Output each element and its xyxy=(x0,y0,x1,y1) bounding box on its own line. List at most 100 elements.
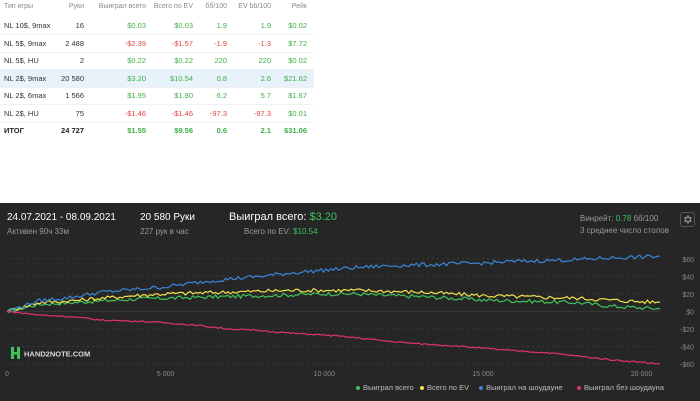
ev-value: $10.54 xyxy=(293,227,318,236)
table-cell-ev: $0.22 xyxy=(174,56,193,65)
graph-panel: 24.07.2021 - 08.09.2021 Активен 90ч 33м … xyxy=(0,203,700,401)
table-row[interactable]: NL 2$, HU 75 -$1.46 -$1.46 -97.3 -97.3 $0.01 xyxy=(0,105,314,122)
table-cell-rake: $0.02 xyxy=(288,21,307,30)
winrate-unit: бб/100 xyxy=(633,214,659,223)
table-row[interactable]: NL 10$, 9max 16 $0.03 $0.03 1.9 1.9 $0.02 xyxy=(0,17,314,34)
table-cell-won: -$1.46 xyxy=(124,108,146,118)
legend-total[interactable]: Выиграл всего xyxy=(356,383,414,392)
y-tick-label: -$40 xyxy=(680,344,694,351)
legend-showdown-label: Выиграл на шоудауне xyxy=(486,383,563,392)
table-cell-evbb: -97.3 xyxy=(253,108,271,118)
legend-ev[interactable]: Всего по EV xyxy=(420,383,469,392)
winrate: Винрейт: 0.78 бб/100 xyxy=(580,214,658,223)
x-tick-label: 20 000 xyxy=(631,371,653,378)
table-cell-won: $3.20 xyxy=(127,73,146,83)
column-header[interactable]: Тип игры xyxy=(4,3,34,10)
table-row[interactable]: NL 5$, 9max 2 488 -$2.39 -$1.57 -1.9 -1.3 $7.7… xyxy=(0,35,314,52)
table-cell-hands: 20 580 xyxy=(61,73,84,83)
table-cell-bb100: -1.9 xyxy=(214,38,227,48)
series-line-0 xyxy=(6,291,661,313)
total-cell-hands: 24 727 xyxy=(61,126,84,135)
column-header[interactable]: Рейк xyxy=(291,3,307,10)
table-cell-rake: $0.01 xyxy=(288,108,307,118)
y-tick-label: -$60 xyxy=(680,362,694,369)
avg-tables: 3 среднее число столов xyxy=(580,226,669,235)
table-cell-evbb: 5.7 xyxy=(260,91,271,100)
x-tick-label: 0 xyxy=(5,371,9,378)
column-header[interactable]: бб/100 xyxy=(205,3,227,10)
table-header: Тип игры Руки Выиграл всего Всего по EV бб/1… xyxy=(0,0,314,14)
hands-rate: 227 рук в час xyxy=(140,227,189,236)
x-tick-label: 5 000 xyxy=(157,371,175,378)
active-time: Активен 90ч 33м xyxy=(7,227,69,236)
gear-icon xyxy=(684,215,692,224)
winrate-value: 0.78 xyxy=(615,214,632,223)
column-header[interactable]: Руки xyxy=(68,3,84,10)
column-header[interactable]: EV bb/100 xyxy=(238,3,271,10)
table-total-row: ИТОГ 24 727 $1.55 $9.56 0.6 2.1 $31.06 xyxy=(0,122,314,139)
table-cell-ev: $10.54 xyxy=(170,73,193,83)
total-cell-game: ИТОГ xyxy=(4,126,24,135)
total-cell-bb100: 0.6 xyxy=(216,126,227,135)
series-line-1 xyxy=(6,287,661,313)
table-cell-rake: $21.62 xyxy=(284,73,307,83)
table-cell-won: $0.22 xyxy=(127,56,146,65)
table-cell-game: NL 5$, 9max xyxy=(4,38,47,48)
table-row[interactable]: NL 5$, HU 2 $0.22 $0.22 220 220 $0.02 xyxy=(0,52,314,69)
total-cell-evbb: 2.1 xyxy=(260,126,271,135)
y-tick-label: $20 xyxy=(682,292,694,299)
table-cell-won: $0.03 xyxy=(127,21,146,30)
table-cell-hands: 2 xyxy=(79,56,84,65)
table-cell-hands: 1 566 xyxy=(65,91,84,100)
table-cell-ev: -$1.46 xyxy=(171,108,193,118)
table-cell-game: NL 10$, 9max xyxy=(4,21,51,30)
table-cell-hands: 16 xyxy=(75,21,84,30)
table-row[interactable]: NL 2$, 6max 1 566 $1.95 $1.80 6.2 5.7 $1.67 xyxy=(0,87,314,104)
table-cell-evbb: -1.3 xyxy=(258,38,271,48)
table-cell-hands: 2 488 xyxy=(65,38,84,48)
x-tick-label: 10 000 xyxy=(314,371,336,378)
table-cell-evbb: 220 xyxy=(258,56,271,65)
table-cell-game: NL 2$, 9max xyxy=(4,73,47,83)
series-line-2 xyxy=(6,254,661,312)
legend-total-label: Выиграл всего xyxy=(363,383,414,392)
legend-nonshowdown[interactable]: Выиграл без шоудауна xyxy=(577,383,664,392)
hands-count: 20 580 Руки xyxy=(140,212,195,223)
winrate-label: Винрейт: xyxy=(580,214,614,223)
legend-showdown[interactable]: Выиграл на шоудауне xyxy=(479,383,563,392)
table-cell-bb100: 1.9 xyxy=(216,21,227,30)
won-value: $3.20 xyxy=(309,211,337,223)
y-tick-label: $0 xyxy=(686,309,694,316)
table-cell-game: NL 5$, HU xyxy=(4,56,39,65)
date-range: 24.07.2021 - 08.09.2021 xyxy=(7,212,116,223)
table-cell-ev: $1.80 xyxy=(174,91,193,100)
table-row[interactable]: NL 2$, 9max 20 580 $3.20 $10.54 0.8 2.6 $21.62 xyxy=(0,69,314,87)
column-header[interactable]: Выиграл всего xyxy=(98,3,146,10)
ev-label: Всего по EV: xyxy=(244,227,291,236)
table-cell-evbb: 2.6 xyxy=(260,73,271,83)
legend-ev-label: Всего по EV xyxy=(427,383,470,392)
table-cell-ev: $0.03 xyxy=(174,21,193,30)
table-cell-rake: $7.72 xyxy=(288,38,307,48)
table-cell-bb100: 0.8 xyxy=(216,73,227,83)
table-cell-ev: -$1.57 xyxy=(171,38,193,48)
ev-total: Всего по EV: $10.54 xyxy=(244,227,318,236)
table-cell-rake: $0.02 xyxy=(288,56,307,65)
y-tick-label: -$20 xyxy=(680,327,694,334)
column-header[interactable]: Всего по EV xyxy=(153,3,193,10)
table-cell-evbb: 1.9 xyxy=(260,21,271,30)
legend-nonshowdown-label: Выиграл без шоудауна xyxy=(584,383,664,392)
table-cell-rake: $1.67 xyxy=(288,91,307,100)
profit-chart: $60 $40 $20 $0 -$20 -$40 -$60 0 5 000 10 000 15 00… xyxy=(5,254,694,378)
settings-button[interactable] xyxy=(680,212,695,227)
table-cell-bb100: 220 xyxy=(214,56,227,65)
table-cell-bb100: -97.3 xyxy=(209,108,227,118)
table-cell-hands: 75 xyxy=(75,108,84,118)
table-cell-won: $1.95 xyxy=(127,91,146,100)
hand2note-logo: HAND2NOTE.COM xyxy=(11,346,91,365)
table-cell-game: NL 2$, 6max xyxy=(4,91,47,100)
stats-table: Тип игры Руки Выиграл всего Всего по EV бб/1… xyxy=(0,0,314,135)
total-cell-rake: $31.06 xyxy=(284,126,307,135)
table-cell-bb100: 6.2 xyxy=(216,91,227,100)
total-cell-ev: $9.56 xyxy=(174,126,193,135)
